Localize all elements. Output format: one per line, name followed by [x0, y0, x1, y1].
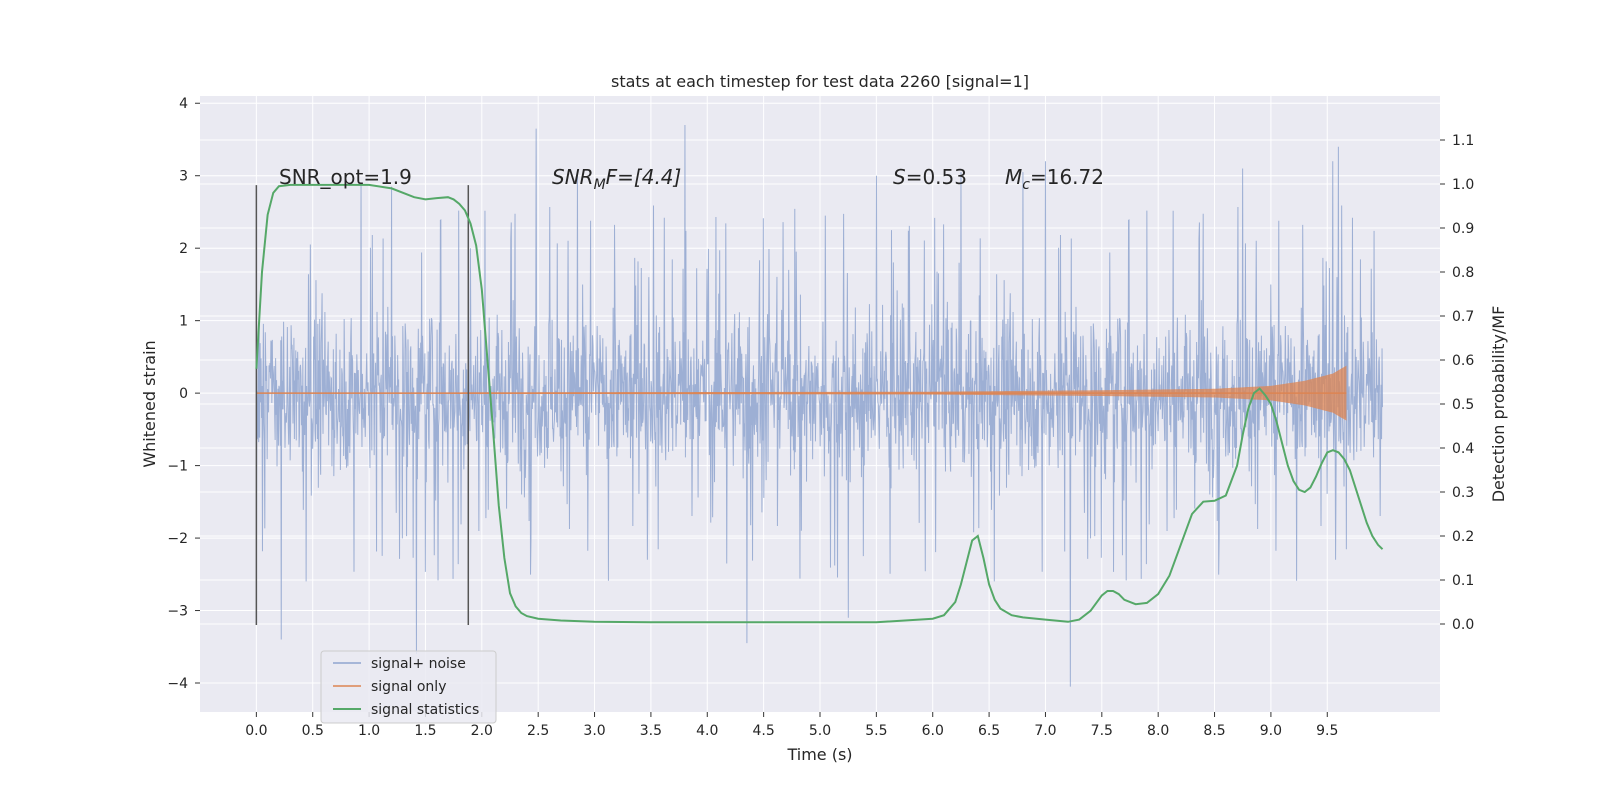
x-tick-label: 5.0	[809, 723, 831, 739]
left-y-axis-ticks: 4 3 2 1 0 −1 −2 −3 −4	[167, 96, 200, 692]
annotation-mc: Mc=16.72	[1005, 165, 1104, 193]
s-value: =0.53	[906, 165, 967, 189]
right-y-tick-label: 0.8	[1452, 265, 1474, 281]
x-tick-label: 8.5	[1203, 723, 1225, 739]
mc-value: =16.72	[1030, 165, 1104, 189]
vertical-markers	[255, 185, 470, 626]
mc-subscript: c	[1022, 177, 1030, 193]
right-y-axis-ticks: 1.1 1.0 0.9 0.8 0.7 0.6 0.5 0.4 0.3 0.2 0.1 0.0	[1440, 133, 1474, 633]
x-tick-label: 6.5	[978, 723, 1000, 739]
chart-title: stats at each timestep for test data 226…	[611, 72, 1029, 91]
x-tick-label: 1.5	[414, 723, 436, 739]
x-tick-label: 9.5	[1316, 723, 1338, 739]
left-y-tick-label: 3	[179, 169, 188, 185]
left-y-tick-label: 4	[179, 96, 188, 112]
annotation-s: S=0.53	[893, 165, 967, 189]
left-y-tick-label: 2	[179, 241, 188, 257]
right-y-tick-label: 1.1	[1452, 133, 1474, 149]
snr-mf-sub: M	[594, 177, 606, 193]
right-y-tick-label: 0.4	[1452, 441, 1474, 457]
right-y-axis-title: Detection probability/MF	[1489, 306, 1508, 503]
left-y-tick-label: −4	[167, 676, 188, 692]
right-y-tick-label: 0.2	[1452, 529, 1474, 545]
right-y-tick-label: 0.9	[1452, 221, 1474, 237]
x-tick-label: 4.0	[696, 723, 718, 739]
legend: signal+ noise signal only signal statist…	[320, 650, 497, 724]
left-y-tick-label: 1	[179, 314, 188, 330]
grid-lines	[200, 96, 1440, 712]
legend-box	[320, 650, 497, 724]
right-y-tick-label: 0.7	[1452, 309, 1474, 325]
right-y-tick-label: 0.0	[1452, 617, 1474, 633]
x-tick-label: 2.5	[527, 723, 549, 739]
x-tick-label: 0.0	[245, 723, 267, 739]
series-signal-plus-noise	[255, 124, 1384, 687]
x-tick-label: 1.0	[358, 723, 380, 739]
annotation-snr-mf: SNRMF=[4.4]	[552, 165, 681, 193]
left-y-tick-label: −1	[167, 459, 188, 475]
x-tick-label: 0.5	[302, 723, 324, 739]
right-y-tick-label: 0.6	[1452, 353, 1474, 369]
snr-mf-base: SNR	[552, 165, 594, 189]
snr-mf-f: F=[4.4]	[606, 165, 682, 189]
series-signal-statistics	[255, 183, 1384, 624]
x-tick-label: 7.5	[1091, 723, 1113, 739]
left-y-tick-label: 0	[179, 386, 188, 402]
left-y-axis-title: Whitened strain	[140, 340, 159, 467]
x-tick-label: 3.5	[640, 723, 662, 739]
left-y-tick-label: −3	[167, 604, 188, 620]
x-tick-label: 9.0	[1260, 723, 1282, 739]
x-axis-ticks: 0.0 0.5 1.0 1.5 2.0 2.5 3.0 3.5 4.0 4.5 5.0 5.5 6.0 6…	[245, 712, 1338, 739]
x-tick-label: 5.5	[865, 723, 887, 739]
right-y-tick-label: 0.1	[1452, 573, 1474, 589]
x-tick-label: 3.0	[583, 723, 605, 739]
right-y-tick-label: 0.5	[1452, 397, 1474, 413]
legend-label-signal-statistics: signal statistics	[371, 702, 479, 718]
x-tick-label: 2.0	[471, 723, 493, 739]
right-y-tick-label: 1.0	[1452, 177, 1474, 193]
left-y-tick-label: −2	[167, 531, 188, 547]
legend-label-signal-only: signal only	[371, 679, 446, 695]
annotation-snr-opt: SNR_opt=1.9	[279, 165, 412, 189]
right-y-tick-label: 0.3	[1452, 485, 1474, 501]
s-symbol: S	[893, 165, 906, 189]
x-tick-label: 7.0	[1034, 723, 1056, 739]
mc-symbol: M	[1005, 165, 1022, 189]
x-tick-label: 8.0	[1147, 723, 1169, 739]
legend-label-signal-plus-noise: signal+ noise	[371, 656, 466, 672]
x-axis-title: Time (s)	[786, 745, 852, 764]
x-tick-label: 6.0	[922, 723, 944, 739]
x-tick-label: 4.5	[753, 723, 775, 739]
